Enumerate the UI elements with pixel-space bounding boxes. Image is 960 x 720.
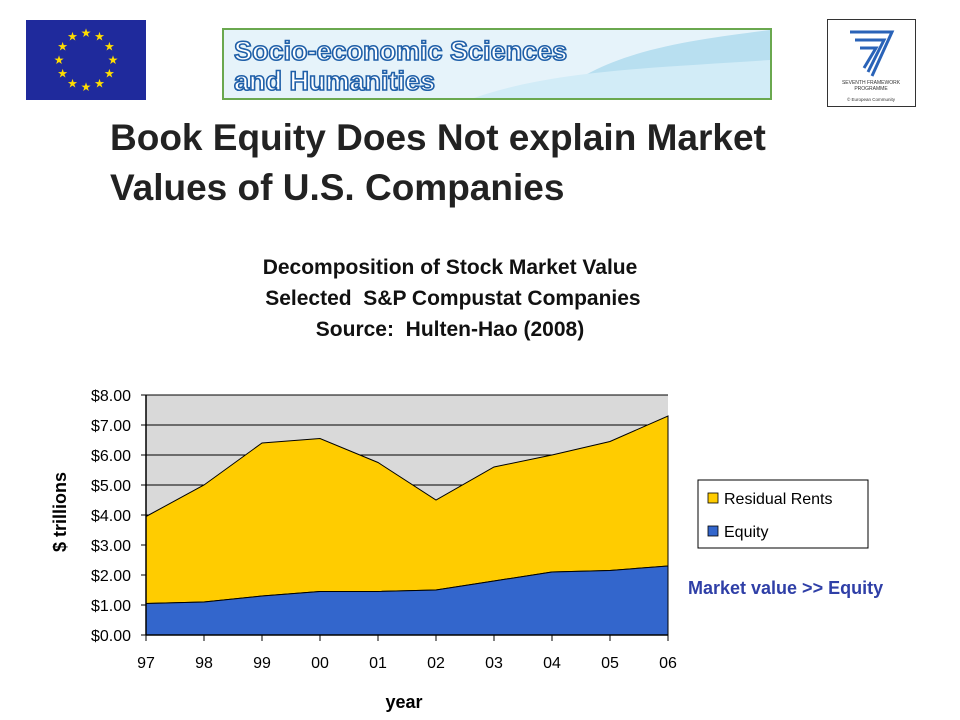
y-axis-label: $ trillions <box>50 472 70 552</box>
y-tick-label: $0.00 <box>91 628 131 645</box>
chart-title-line2: Selected S&P Compustat Companies <box>259 287 641 310</box>
slide-title-line1: Book Equity Does Not explain Market <box>110 117 766 158</box>
y-tick-label: $3.00 <box>91 538 131 555</box>
eu-flag-logo: ★ ★ ★ ★ ★ ★ ★ ★ ★ ★ ★ ★ <box>26 20 146 100</box>
x-tick-label: 97 <box>137 655 155 672</box>
banner-line2: and Humanities <box>234 66 435 96</box>
y-tick-label: $1.00 <box>91 598 131 615</box>
star-icon: ★ <box>57 67 68 81</box>
star-icon: ★ <box>67 30 78 44</box>
slide-title-line2: Values of U.S. Companies <box>110 167 565 208</box>
slide-title: Book Equity Does Not explain Market Valu… <box>110 113 910 213</box>
y-tick-label: $4.00 <box>91 508 131 525</box>
legend-box <box>697 479 869 549</box>
x-tick-label: 05 <box>601 655 619 672</box>
fp7-text2: PROGRAMME <box>854 86 888 92</box>
star-icon: ★ <box>54 53 65 67</box>
legend-label-residual: Residual Rents <box>724 491 833 508</box>
star-icon: ★ <box>94 30 105 44</box>
y-tick-label: $2.00 <box>91 568 131 585</box>
star-icon: ★ <box>67 76 78 90</box>
annotation-text: Market value >> Equity <box>688 578 884 598</box>
legend-swatch-residual <box>707 492 719 504</box>
y-tick-label: $8.00 <box>91 388 131 405</box>
y-tick-label: $5.00 <box>91 478 131 495</box>
star-icon: ★ <box>81 80 92 94</box>
y-tick-label: $6.00 <box>91 448 131 465</box>
ssh-banner-logo: Socio-economic Sciences and Humanities <box>222 28 772 100</box>
legend-swatch-equity <box>707 525 719 537</box>
legend: Residual Rents Equity <box>697 479 869 549</box>
x-tick-label: 98 <box>195 655 213 672</box>
y-axis-ticks: $0.00 $1.00 $2.00 $3.00 $4.00 $5.00 $6.00 $7.00… <box>91 388 146 645</box>
x-axis-label: year <box>385 692 422 712</box>
fp7-text1: SEVENTH FRAMEWORK <box>842 80 901 86</box>
x-tick-label: 02 <box>427 655 445 672</box>
x-tick-label: 00 <box>311 655 329 672</box>
fp7-text3: © European Community <box>847 96 896 102</box>
chart-title-line1: Decomposition of Stock Market Value <box>262 256 638 279</box>
x-axis-ticks: 97 98 99 00 01 02 03 04 05 06 <box>137 635 677 672</box>
star-icon: ★ <box>104 67 115 81</box>
star-icon: ★ <box>81 26 92 40</box>
chart-title: Decomposition of Stock Market Value Sele… <box>150 252 750 345</box>
x-tick-label: 06 <box>659 655 677 672</box>
star-icon: ★ <box>104 40 115 54</box>
eu-stars-icon: ★ ★★★★★★★★★★★ <box>54 26 119 94</box>
y-tick-label: $7.00 <box>91 418 131 435</box>
fp7-graphic: SEVENTH FRAMEWORK PROGRAMME © European C… <box>842 30 901 102</box>
chart-title-line3: Source: Hulten-Hao (2008) <box>315 318 585 341</box>
legend-label-equity: Equity <box>724 524 768 541</box>
x-tick-label: 04 <box>543 655 561 672</box>
banner-line1: Socio-economic Sciences <box>234 36 567 66</box>
x-tick-label: 99 <box>253 655 271 672</box>
star-icon: ★ <box>94 76 105 90</box>
x-tick-label: 01 <box>369 655 387 672</box>
x-tick-label: 03 <box>485 655 503 672</box>
star-icon: ★ <box>108 53 119 67</box>
fp7-logo: SEVENTH FRAMEWORK PROGRAMME © European C… <box>827 19 916 107</box>
star-icon: ★ <box>57 40 68 54</box>
banner-graphic: Socio-economic Sciences and Humanities <box>224 30 770 98</box>
